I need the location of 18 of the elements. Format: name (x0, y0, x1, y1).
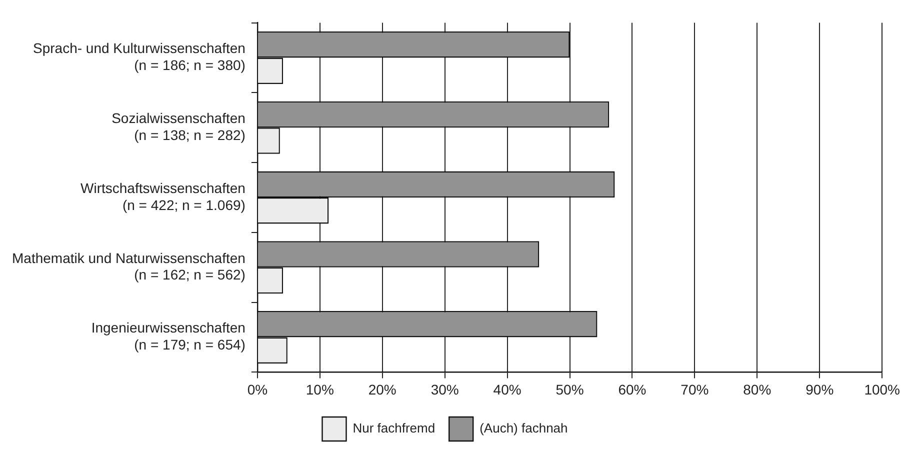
x-tick-label: 50% (556, 381, 584, 398)
y-tick-label: Sozialwissenschaften (n = 138; n = 282) (112, 110, 246, 143)
y-tick-label: Wirtschaftswissenschaften (n = 422; n = 1.069) (80, 180, 246, 213)
x-tick-label: 40% (493, 381, 522, 398)
legend-label: (Auch) fachnah (480, 420, 568, 436)
x-tick-label: 30% (430, 381, 459, 398)
y-tick-label: Sprach- und Kulturwissenschaften (n = 186; n = 380) (32, 40, 246, 73)
x-tick-label: 0% (247, 381, 268, 398)
y-tick-label: Ingenieurwissenschaften (n = 179; n = 654) (91, 320, 246, 353)
x-tick-label: 90% (806, 381, 834, 398)
x-tick-label: 70% (680, 381, 709, 398)
x-tick-label: 10% (306, 381, 334, 398)
legend-label: Nur fachfremd (352, 420, 436, 436)
y-tick-label: Mathematik und Naturwissenschaften (n = 162; n = 562) (12, 250, 246, 283)
x-tick-label: 60% (618, 381, 646, 398)
x-tick-label: 80% (743, 381, 772, 398)
x-tick-label: 100% (864, 381, 900, 398)
x-tick-label: 20% (368, 381, 396, 398)
